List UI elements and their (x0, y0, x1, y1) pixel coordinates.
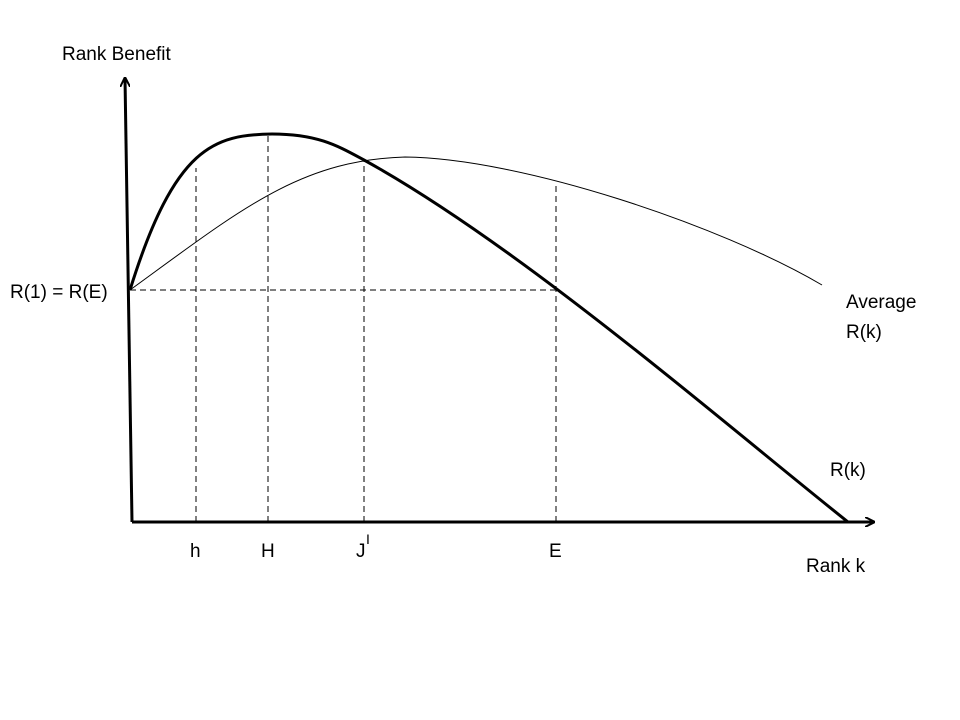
marker-H-label: H (261, 541, 275, 562)
average-curve-label-line1: Average (846, 292, 916, 313)
rk-curve (128, 132, 849, 524)
y-axis (125, 78, 134, 523)
r1-re-label: R(1) = R(E) (10, 282, 108, 303)
average-rk-curve (129, 156, 823, 291)
y-axis-label: Rank Benefit (62, 44, 172, 65)
marker-h-label: h (190, 541, 201, 562)
marker-E-label: E (549, 541, 562, 562)
marker-J-label: J (356, 541, 366, 562)
x-axis-label: Rank k (806, 556, 866, 577)
marker-J-superscript: I (366, 531, 370, 547)
average-curve-label-line2: R(k) (846, 322, 882, 343)
rk-curve-label: R(k) (830, 460, 866, 481)
